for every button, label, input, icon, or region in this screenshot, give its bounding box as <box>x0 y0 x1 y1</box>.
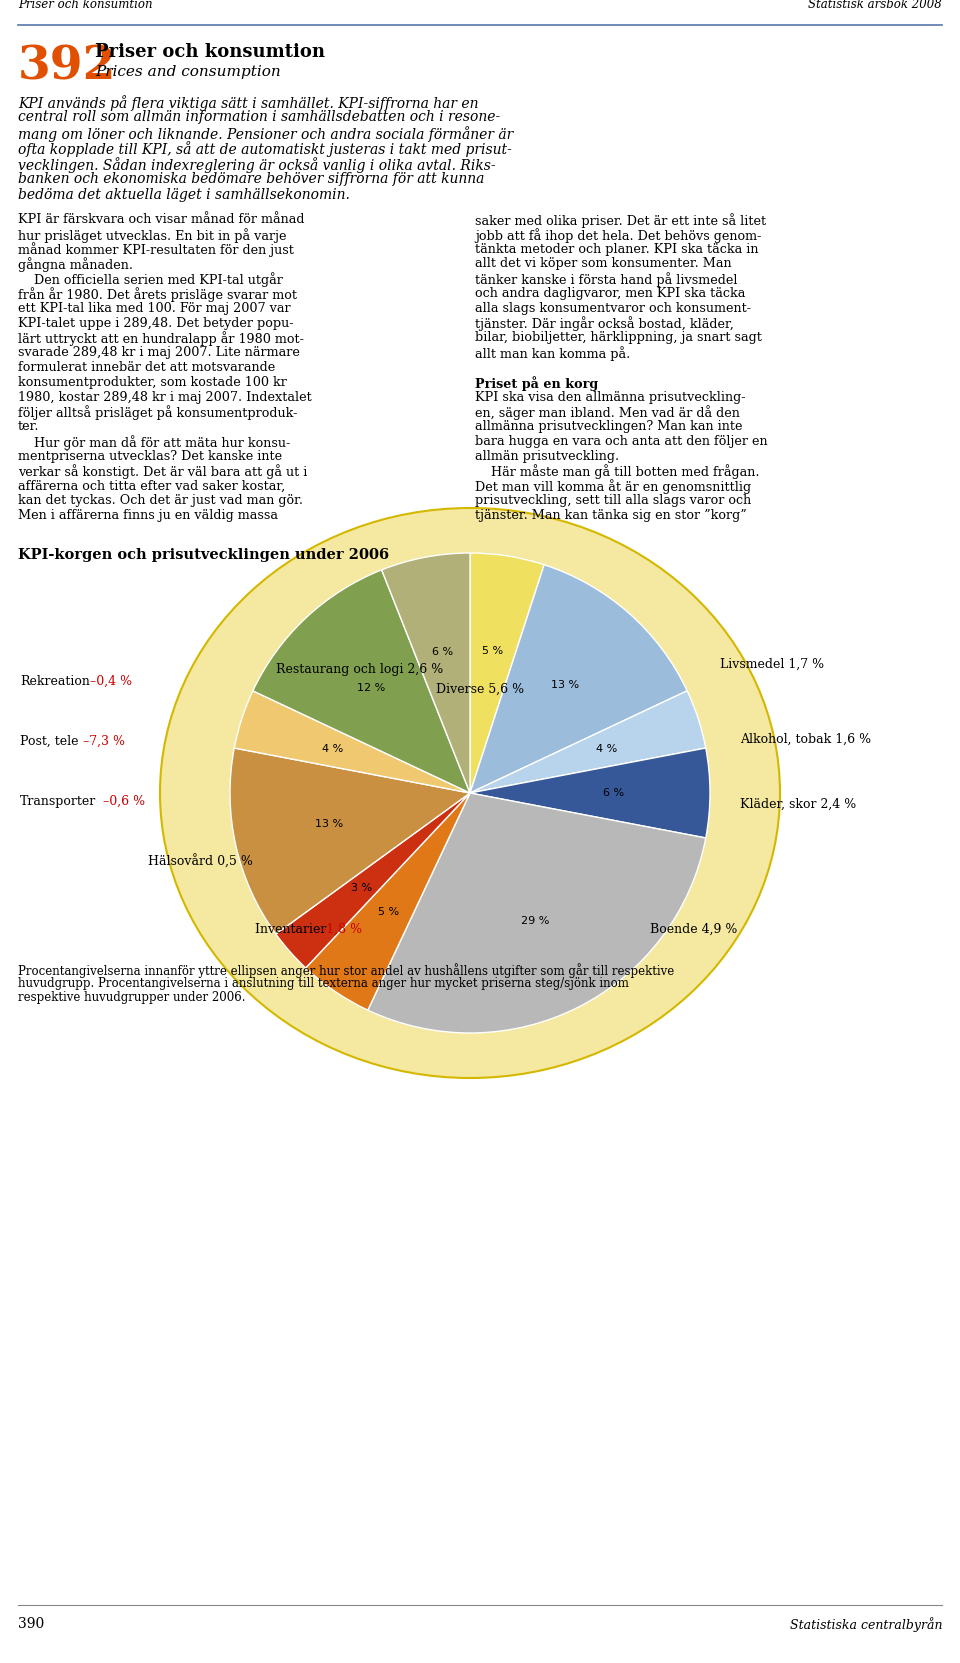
Text: central roll som allmän information i samhällsdebatten och i resone-: central roll som allmän information i sa… <box>18 110 500 125</box>
Text: –0,4 %: –0,4 % <box>90 675 132 688</box>
Text: allt det vi köper som konsumenter. Man: allt det vi köper som konsumenter. Man <box>475 258 732 271</box>
Text: Här måste man gå till botten med frågan.: Här måste man gå till botten med frågan. <box>475 464 759 479</box>
Wedge shape <box>382 554 470 793</box>
Wedge shape <box>230 748 470 935</box>
Text: 4 %: 4 % <box>323 743 344 753</box>
Text: bara hugga en vara och anta att den följer en: bara hugga en vara och anta att den följ… <box>475 436 768 447</box>
Text: KPI är färskvara och visar månad för månad: KPI är färskvara och visar månad för mån… <box>18 213 304 226</box>
Text: Hur gör man då för att mäta hur konsu-: Hur gör man då för att mäta hur konsu- <box>18 436 290 451</box>
Wedge shape <box>276 793 470 968</box>
Text: 1980, kostar 289,48 kr i maj 2007. Indextalet: 1980, kostar 289,48 kr i maj 2007. Index… <box>18 391 312 404</box>
Text: ofta kopplade till KPI, så att de automatiskt justeras i takt med prisut-: ofta kopplade till KPI, så att de automa… <box>18 141 512 158</box>
Text: gångna månaden.: gångna månaden. <box>18 258 133 273</box>
Text: Prices and consumption: Prices and consumption <box>95 65 280 80</box>
Text: ter.: ter. <box>18 421 39 432</box>
Text: Priset på en korg: Priset på en korg <box>475 376 598 391</box>
Text: allmän prisutveckling.: allmän prisutveckling. <box>475 449 619 462</box>
Text: bilar, biobiljetter, härklippning, ja snart sagt: bilar, biobiljetter, härklippning, ja sn… <box>475 331 762 344</box>
Text: allmänna prisutvecklingen? Man kan inte: allmänna prisutvecklingen? Man kan inte <box>475 421 742 432</box>
Wedge shape <box>470 748 710 838</box>
Text: Diverse 5,6 %: Diverse 5,6 % <box>436 683 524 697</box>
Text: 13 %: 13 % <box>316 820 344 830</box>
Text: mentpriserna utvecklas? Det kanske inte: mentpriserna utvecklas? Det kanske inte <box>18 449 282 462</box>
Text: hur prisläget utvecklas. En bit in på varje: hur prisläget utvecklas. En bit in på va… <box>18 228 286 243</box>
Text: respektive huvudgrupper under 2006.: respektive huvudgrupper under 2006. <box>18 991 246 1004</box>
Text: lärt uttryckt att en hundralapp år 1980 mot-: lärt uttryckt att en hundralapp år 1980 … <box>18 331 304 346</box>
Text: Alkohol, tobak 1,6 %: Alkohol, tobak 1,6 % <box>740 733 871 747</box>
Text: Statistiska centralbyrån: Statistiska centralbyrån <box>789 1616 942 1631</box>
Text: Inventarier: Inventarier <box>255 923 330 936</box>
Text: tjänster. Där ingår också bostad, kläder,: tjänster. Där ingår också bostad, kläder… <box>475 316 733 331</box>
Text: Det man vill komma åt är en genomsnittlig: Det man vill komma åt är en genomsnittli… <box>475 479 751 494</box>
Text: Restaurang och logi 2,6 %: Restaurang och logi 2,6 % <box>276 664 444 675</box>
Text: månad kommer KPI-resultaten för den just: månad kommer KPI-resultaten för den just <box>18 243 294 258</box>
Text: KPI används på flera viktiga sätt i samhället. KPI-siffrorna har en: KPI används på flera viktiga sätt i samh… <box>18 95 478 111</box>
Text: 6 %: 6 % <box>432 647 453 657</box>
Text: 6 %: 6 % <box>604 788 625 798</box>
Text: Livsmedel 1,7 %: Livsmedel 1,7 % <box>720 659 824 670</box>
Text: Priser och konsumtion: Priser och konsumtion <box>18 0 153 12</box>
Text: svarade 289,48 kr i maj 2007. Lite närmare: svarade 289,48 kr i maj 2007. Lite närma… <box>18 346 300 359</box>
Text: 29 %: 29 % <box>521 916 549 926</box>
Text: –1,8 %: –1,8 % <box>320 923 362 936</box>
Text: Rekreation: Rekreation <box>20 675 90 688</box>
Text: Kläder, skor 2,4 %: Kläder, skor 2,4 % <box>740 798 856 812</box>
Text: saker med olika priser. Det är ett inte så litet: saker med olika priser. Det är ett inte … <box>475 213 766 228</box>
Text: tänker kanske i första hand på livsmedel: tänker kanske i första hand på livsmedel <box>475 273 737 288</box>
Text: affärerna och titta efter vad saker kostar,: affärerna och titta efter vad saker kost… <box>18 479 285 492</box>
Wedge shape <box>368 793 706 1033</box>
Text: konsumentprodukter, som kostade 100 kr: konsumentprodukter, som kostade 100 kr <box>18 376 287 389</box>
Text: 3 %: 3 % <box>351 883 372 893</box>
Text: 392: 392 <box>18 43 116 90</box>
Text: 12 %: 12 % <box>357 683 386 693</box>
Wedge shape <box>470 690 706 793</box>
Text: huvudgrupp. Procentangivelserna i anslutning till texterna anger hur mycket pris: huvudgrupp. Procentangivelserna i anslut… <box>18 976 629 989</box>
Ellipse shape <box>160 507 780 1078</box>
Text: 5 %: 5 % <box>378 906 399 916</box>
Text: KPI-korgen och prisutvecklingen under 2006: KPI-korgen och prisutvecklingen under 20… <box>18 549 389 562</box>
Text: Boende 4,9 %: Boende 4,9 % <box>650 923 737 936</box>
Text: Post, tele: Post, tele <box>20 735 79 748</box>
Wedge shape <box>252 570 470 793</box>
Text: Transporter: Transporter <box>20 795 96 808</box>
Text: –0,6 %: –0,6 % <box>103 795 145 808</box>
Wedge shape <box>305 793 470 1009</box>
Text: formulerat innebär det att motsvarande: formulerat innebär det att motsvarande <box>18 361 276 374</box>
Text: KPI-talet uppe i 289,48. Det betyder popu-: KPI-talet uppe i 289,48. Det betyder pop… <box>18 316 294 329</box>
Text: 5 %: 5 % <box>482 645 503 655</box>
Text: 390: 390 <box>18 1616 44 1631</box>
Text: en, säger man ibland. Men vad är då den: en, säger man ibland. Men vad är då den <box>475 406 740 421</box>
Wedge shape <box>470 554 544 793</box>
Text: 13 %: 13 % <box>551 680 579 690</box>
Text: prisutveckling, sett till alla slags varor och: prisutveckling, sett till alla slags var… <box>475 494 752 507</box>
Text: vecklingen. Sådan indexreglering är också vanlig i olika avtal. Riks-: vecklingen. Sådan indexreglering är ocks… <box>18 156 495 173</box>
Text: Procentangivelserna innanför yttre ellipsen anger hur stor andel av hushållens u: Procentangivelserna innanför yttre ellip… <box>18 963 674 978</box>
Wedge shape <box>470 565 687 793</box>
Text: bedöma det aktuella läget i samhällsekonomin.: bedöma det aktuella läget i samhällsekon… <box>18 188 349 201</box>
Text: tänkta metoder och planer. KPI ska täcka in: tänkta metoder och planer. KPI ska täcka… <box>475 243 758 256</box>
Text: –7,3 %: –7,3 % <box>83 735 125 748</box>
Text: jobb att få ihop det hela. Det behövs genom-: jobb att få ihop det hela. Det behövs ge… <box>475 228 761 243</box>
Text: Priser och konsumtion: Priser och konsumtion <box>95 43 325 62</box>
Text: banken och ekonomiska bedömare behöver siffrorna för att kunna: banken och ekonomiska bedömare behöver s… <box>18 173 485 186</box>
Text: följer alltså prisläget på konsumentproduk-: följer alltså prisläget på konsumentprod… <box>18 406 298 421</box>
Text: KPI ska visa den allmänna prisutveckling-: KPI ska visa den allmänna prisutveckling… <box>475 391 746 404</box>
Text: 4 %: 4 % <box>596 743 617 753</box>
Text: allt man kan komma på.: allt man kan komma på. <box>475 346 631 361</box>
Text: ett KPI-tal lika med 100. För maj 2007 var: ett KPI-tal lika med 100. För maj 2007 v… <box>18 301 291 314</box>
Wedge shape <box>234 690 470 793</box>
Text: tjänster. Man kan tänka sig en stor ”korg”: tjänster. Man kan tänka sig en stor ”kor… <box>475 509 747 522</box>
Text: kan det tyckas. Och det är just vad man gör.: kan det tyckas. Och det är just vad man … <box>18 494 303 507</box>
Text: Statistisk årsbok 2008: Statistisk årsbok 2008 <box>808 0 942 12</box>
Text: Men i affärerna finns ju en väldig massa: Men i affärerna finns ju en väldig massa <box>18 509 278 522</box>
Text: Den officiella serien med KPI-tal utgår: Den officiella serien med KPI-tal utgår <box>18 273 283 288</box>
Text: från år 1980. Det årets prisläge svarar mot: från år 1980. Det årets prisläge svarar … <box>18 288 297 303</box>
Text: och andra dagligvaror, men KPI ska täcka: och andra dagligvaror, men KPI ska täcka <box>475 288 745 299</box>
Text: Hälsovård 0,5 %: Hälsovård 0,5 % <box>148 855 252 870</box>
Text: mang om löner och liknande. Pensioner och andra sociala förmåner är: mang om löner och liknande. Pensioner oc… <box>18 126 514 141</box>
Text: alla slags konsumentvaror och konsument-: alla slags konsumentvaror och konsument- <box>475 301 751 314</box>
Text: verkar så konstigt. Det är väl bara att gå ut i: verkar så konstigt. Det är väl bara att … <box>18 464 307 479</box>
